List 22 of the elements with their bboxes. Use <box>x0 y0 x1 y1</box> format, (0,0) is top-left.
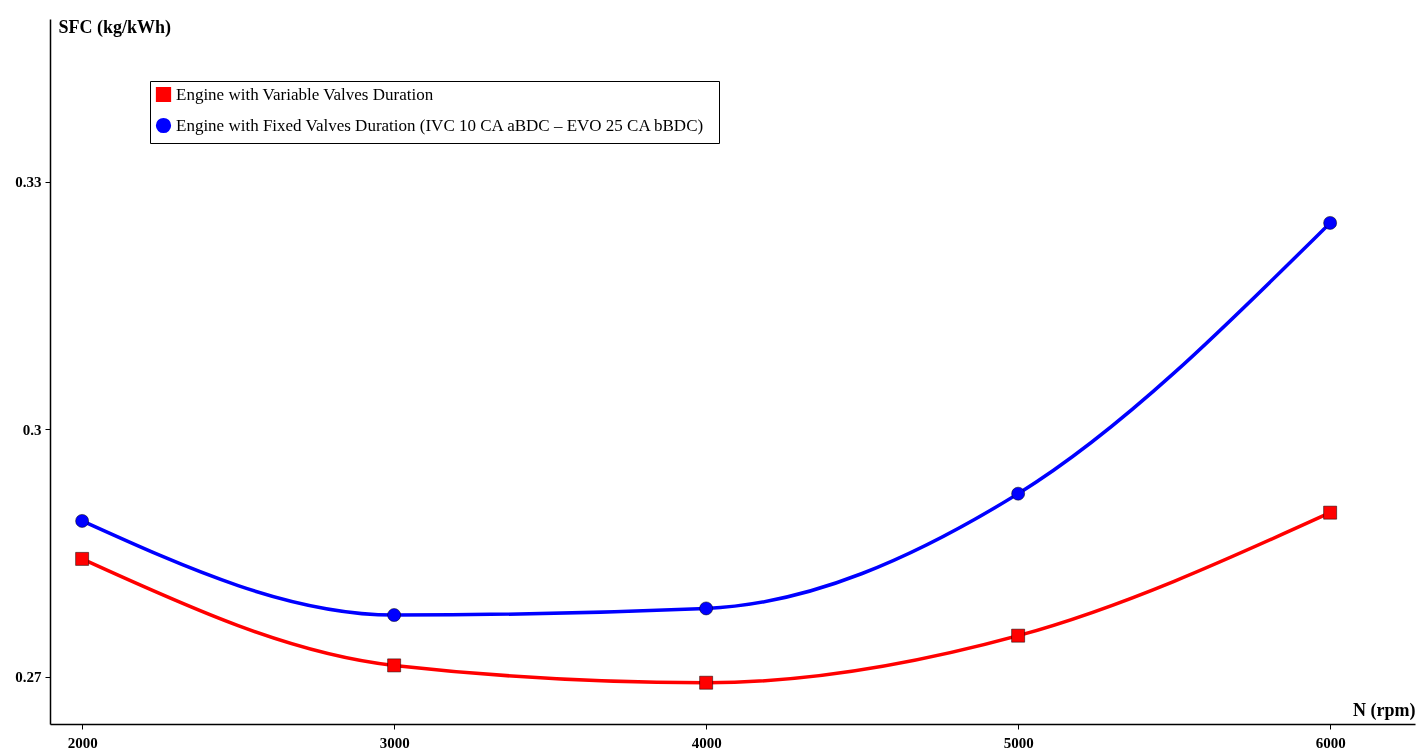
point <box>75 552 89 566</box>
y-axis-title: SFC (kg/kWh) <box>58 16 172 38</box>
point <box>1011 486 1025 501</box>
point <box>1323 505 1337 520</box>
point <box>387 608 401 622</box>
point <box>1323 216 1337 230</box>
x-tick-label: 4000 <box>691 734 722 751</box>
point <box>75 514 89 528</box>
y-tick-label: 0.27 <box>15 669 42 686</box>
y-tick-label: 0.3 <box>22 421 42 438</box>
x-axis-title: N (rpm) <box>1353 699 1416 721</box>
point <box>699 675 713 690</box>
point <box>699 601 713 616</box>
point <box>1011 628 1025 643</box>
legend-label: Engine with Fixed Valves Duration (IVC 10 CA aBDC – EVO 25 CA bBDC) <box>176 115 704 135</box>
point <box>387 658 401 673</box>
x-tick-label: 2000 <box>67 734 98 751</box>
y-tick-label: 0.33 <box>15 174 42 191</box>
legend-label: Engine with Variable Valves Duration <box>176 84 434 104</box>
x-tick-label: 3000 <box>379 734 410 751</box>
x-tick-label: 6000 <box>1315 734 1346 751</box>
x-tick-label: 5000 <box>1003 734 1034 751</box>
